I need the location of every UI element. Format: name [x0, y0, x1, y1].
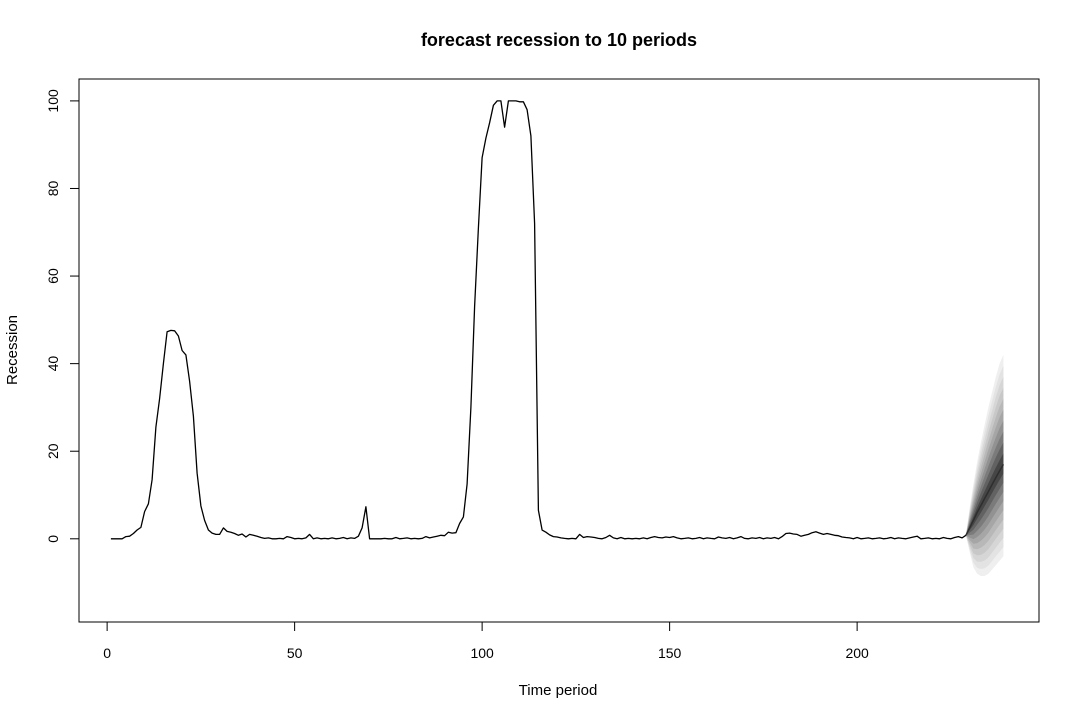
- x-tick-label: 150: [658, 645, 682, 661]
- x-axis-label: Time period: [519, 682, 598, 699]
- x-tick-label: 50: [287, 645, 303, 661]
- forecast-mean-line: [965, 464, 1005, 536]
- y-axis: 0 20 40 60 80 100: [45, 89, 80, 543]
- x-tick-label: 100: [470, 645, 494, 661]
- x-tick-label: 0: [103, 645, 111, 661]
- forecast-fan: [965, 354, 1005, 576]
- series-line: [110, 100, 967, 540]
- y-tick-label: 60: [45, 268, 61, 284]
- y-axis-label: Recession: [4, 315, 21, 385]
- y-tick-label: 0: [45, 535, 61, 543]
- plot-frame: [78, 78, 1040, 623]
- chart-title: forecast recession to 10 periods: [421, 30, 697, 50]
- y-tick-label: 40: [45, 356, 61, 372]
- x-axis: 0 50 100 150 200: [103, 621, 869, 661]
- y-tick-label: 80: [45, 180, 61, 196]
- y-tick-label: 100: [45, 89, 61, 113]
- y-tick-label: 20: [45, 443, 61, 459]
- x-tick-label: 200: [845, 645, 869, 661]
